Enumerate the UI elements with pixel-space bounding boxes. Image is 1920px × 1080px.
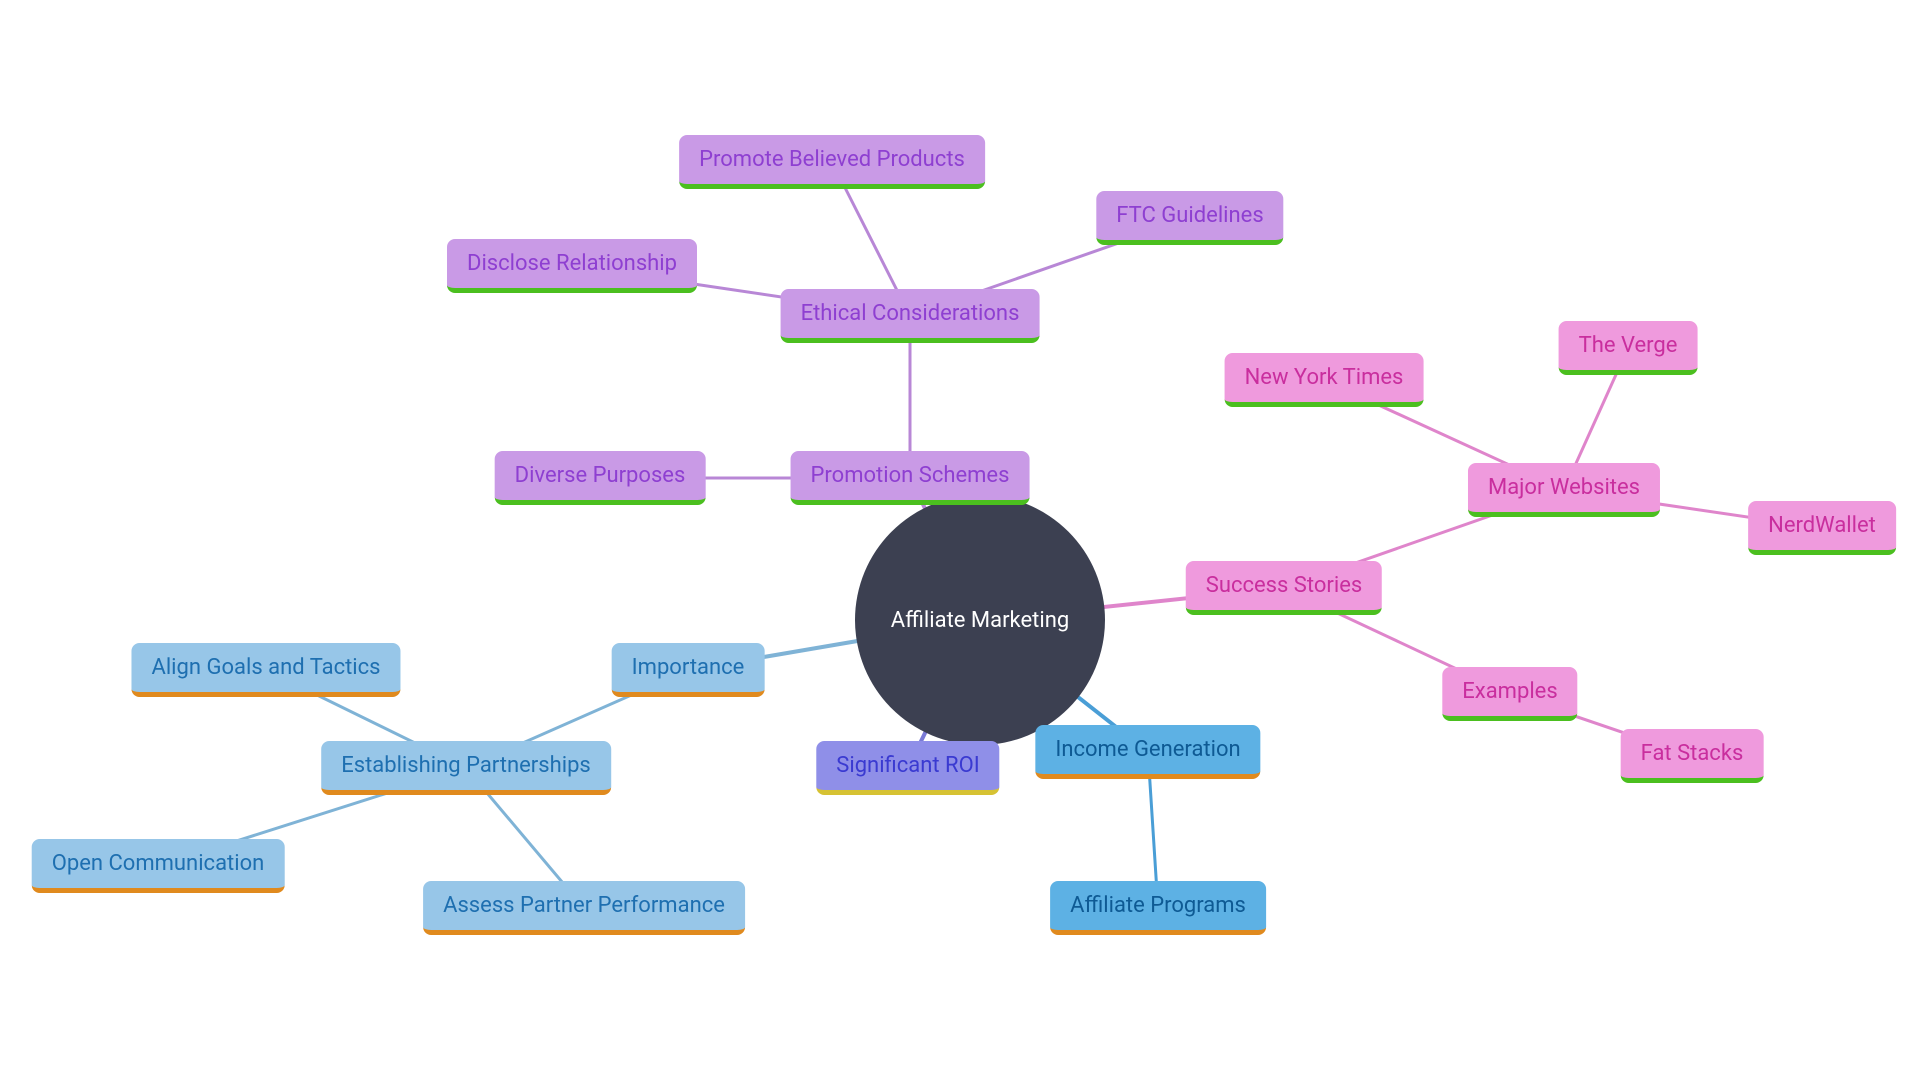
node-label: Affiliate Programs (1070, 893, 1246, 918)
center-node: Affiliate Marketing (855, 495, 1105, 745)
node-assess: Assess Partner Performance (423, 881, 745, 935)
node-nerdwallet: NerdWallet (1748, 501, 1896, 555)
node-label: NerdWallet (1768, 513, 1876, 538)
node-label: Success Stories (1206, 573, 1362, 598)
node-promotion: Promotion Schemes (791, 451, 1030, 505)
node-label: Fat Stacks (1641, 741, 1744, 766)
node-success: Success Stories (1186, 561, 1382, 615)
node-major: Major Websites (1468, 463, 1660, 517)
node-label: Diverse Purposes (515, 463, 686, 488)
node-diverse: Diverse Purposes (495, 451, 706, 505)
node-roi: Significant ROI (816, 741, 999, 795)
node-disclose: Disclose Relationship (447, 239, 697, 293)
node-label: Assess Partner Performance (443, 893, 725, 918)
node-ftc: FTC Guidelines (1096, 191, 1283, 245)
node-fatstacks: Fat Stacks (1621, 729, 1764, 783)
node-label: FTC Guidelines (1116, 203, 1263, 228)
node-label: New York Times (1245, 365, 1404, 390)
node-importance: Importance (612, 643, 765, 697)
node-ethical: Ethical Considerations (781, 289, 1040, 343)
node-label: Importance (632, 655, 745, 680)
node-label: Align Goals and Tactics (151, 655, 380, 680)
node-label: Examples (1462, 679, 1557, 704)
node-label: Open Communication (52, 851, 265, 876)
node-label: Promote Believed Products (699, 147, 965, 172)
node-label: Establishing Partnerships (341, 753, 591, 778)
node-label: The Verge (1579, 333, 1678, 358)
node-opencomm: Open Communication (32, 839, 285, 893)
node-nyt: New York Times (1225, 353, 1424, 407)
node-label: Ethical Considerations (801, 301, 1020, 326)
node-label: Significant ROI (836, 753, 979, 778)
node-establish: Establishing Partnerships (321, 741, 611, 795)
center-label: Affiliate Marketing (891, 608, 1069, 633)
node-label: Promotion Schemes (811, 463, 1010, 488)
node-label: Major Websites (1488, 475, 1640, 500)
node-promote: Promote Believed Products (679, 135, 985, 189)
node-label: Disclose Relationship (467, 251, 677, 276)
node-verge: The Verge (1559, 321, 1698, 375)
node-examples: Examples (1442, 667, 1577, 721)
node-align: Align Goals and Tactics (131, 643, 400, 697)
node-label: Income Generation (1055, 737, 1240, 762)
node-income: Income Generation (1035, 725, 1260, 779)
node-programs: Affiliate Programs (1050, 881, 1266, 935)
